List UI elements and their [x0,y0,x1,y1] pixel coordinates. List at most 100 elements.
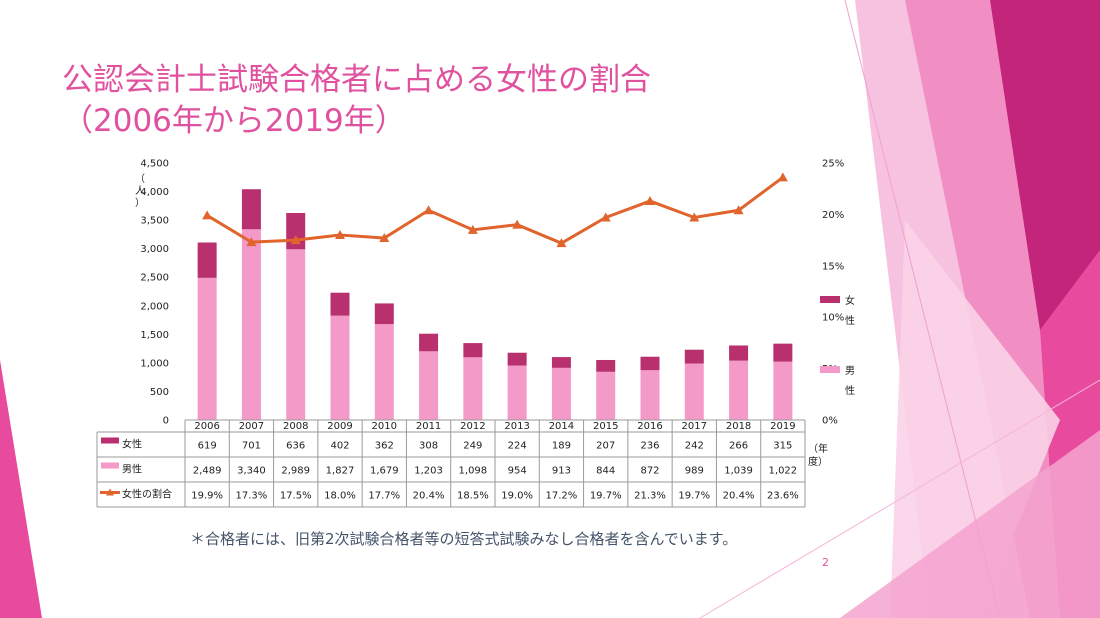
table-cell: 17.5% [280,491,312,502]
legend-label: 男 [845,365,855,377]
table-cell: 701 [242,441,261,452]
ratio-point [600,212,611,222]
bar-male [330,315,350,420]
bar-male [507,365,527,420]
table-cell: 1,039 [724,466,753,477]
bar-female [241,189,261,230]
y-right-tick-label: 15% [822,261,844,272]
deco-thin-line [699,379,1100,618]
table-cell: 207 [596,441,615,452]
x-tick-label: 2018 [726,421,751,432]
y-left-tick-label: 4,000 [140,187,169,198]
slide-title-line1: 公認会計士試験合格者に占める女性の割合 [62,62,651,98]
table-cell: 249 [463,441,482,452]
bar-male [286,249,306,420]
bar-female [197,242,217,278]
x-tick-label: 2006 [194,421,219,432]
table-cell: 636 [286,441,305,452]
table-cell: 402 [330,441,349,452]
y-left-tick-label: 3,500 [140,216,169,227]
bar-female [684,349,704,364]
y-left-tick-label: 3,000 [140,244,169,255]
table-cell: 18.0% [324,491,356,502]
x-tick-label: 2011 [416,421,441,432]
legend-label: 性 [845,314,855,327]
table-cell: 19.7% [678,491,710,502]
y-right-tick-label: 0% [822,416,838,427]
x-tick-label: 2013 [504,421,529,432]
table-cell: 17.2% [546,491,578,502]
bar-male [596,371,616,420]
legend-swatch [820,296,840,303]
bar-female [596,359,616,372]
y-left-axis-label: （ [135,173,145,185]
x-tick-label: 2008 [283,421,308,432]
ratio-point [379,233,390,243]
x-tick-label: 2016 [637,421,662,432]
bar-male [773,361,793,420]
table-cell: 1,679 [370,466,399,477]
table-cell: 872 [640,466,659,477]
bar-female [551,357,571,368]
x-tick-label: 2014 [549,421,574,432]
table-cell: 23.6% [767,491,799,502]
ratio-point [777,172,788,182]
table-row-header: 女性の割合 [122,488,172,501]
bar-female [773,343,793,362]
table-row-header: 男性 [122,463,142,476]
table-cell: 18.5% [457,491,489,502]
slide-title: 公認会計士試験合格者に占める女性の割合 （2006年から2019年） [62,60,651,142]
table-cell: 844 [596,466,615,477]
x-axis-unit-label: （年 [808,442,828,455]
table-row-header: 女性 [122,438,142,451]
bar-male [197,277,217,420]
table-cell: 19.0% [501,491,533,502]
deco-bottom-triangle [840,430,1100,618]
table-cell: 3,340 [237,466,266,477]
bar-male [729,360,749,420]
ratio-series-line [206,176,784,245]
x-tick-label: 2007 [239,421,264,432]
bar-male [374,324,394,420]
bar-female [419,333,439,352]
bar-female [640,356,660,371]
ratio-point [246,237,257,247]
table-cell: 1,827 [326,466,355,477]
bar-female [330,292,350,316]
table-cell: 19.9% [191,491,223,502]
table-cell: 2,489 [193,466,222,477]
ratio-point [202,210,213,220]
table-cell: 17.7% [368,491,400,502]
ratio-point [645,196,655,206]
bar-male [241,229,261,420]
bar-female [507,352,527,366]
y-left-axis-label: 人 [135,185,145,197]
table-cell: 1,203 [414,466,443,477]
table-cell: 913 [552,466,571,477]
bar-male [684,363,704,420]
bar-female [729,345,749,361]
table-legend-swatch [101,437,119,444]
ratio-point [290,235,301,245]
y-right-tick-label: 20% [822,210,844,221]
x-tick-label: 2015 [593,421,618,432]
deco-thin-line [844,0,1001,618]
y-left-axis-label: ） [135,197,145,209]
table-cell: 242 [685,441,704,452]
ratio-point [556,238,567,248]
table-cell: 236 [640,441,659,452]
x-tick-label: 2019 [770,421,795,432]
footnote: ＊合格者には、旧第2次試験合格者等の短答式試験みなし合格者を含んでいます。 [190,530,738,548]
ratio-point [512,219,523,229]
deco-left-triangle [0,360,42,618]
table-cell: 315 [773,441,792,452]
table-legend-swatch [101,462,119,469]
y-left-tick-label: 2,500 [140,273,169,284]
table-cell: 20.4% [413,491,445,502]
table-cell: 224 [508,441,527,452]
table-cell: 954 [508,466,527,477]
table-cell: 20.4% [723,491,755,502]
table-cell: 1,022 [769,466,798,477]
